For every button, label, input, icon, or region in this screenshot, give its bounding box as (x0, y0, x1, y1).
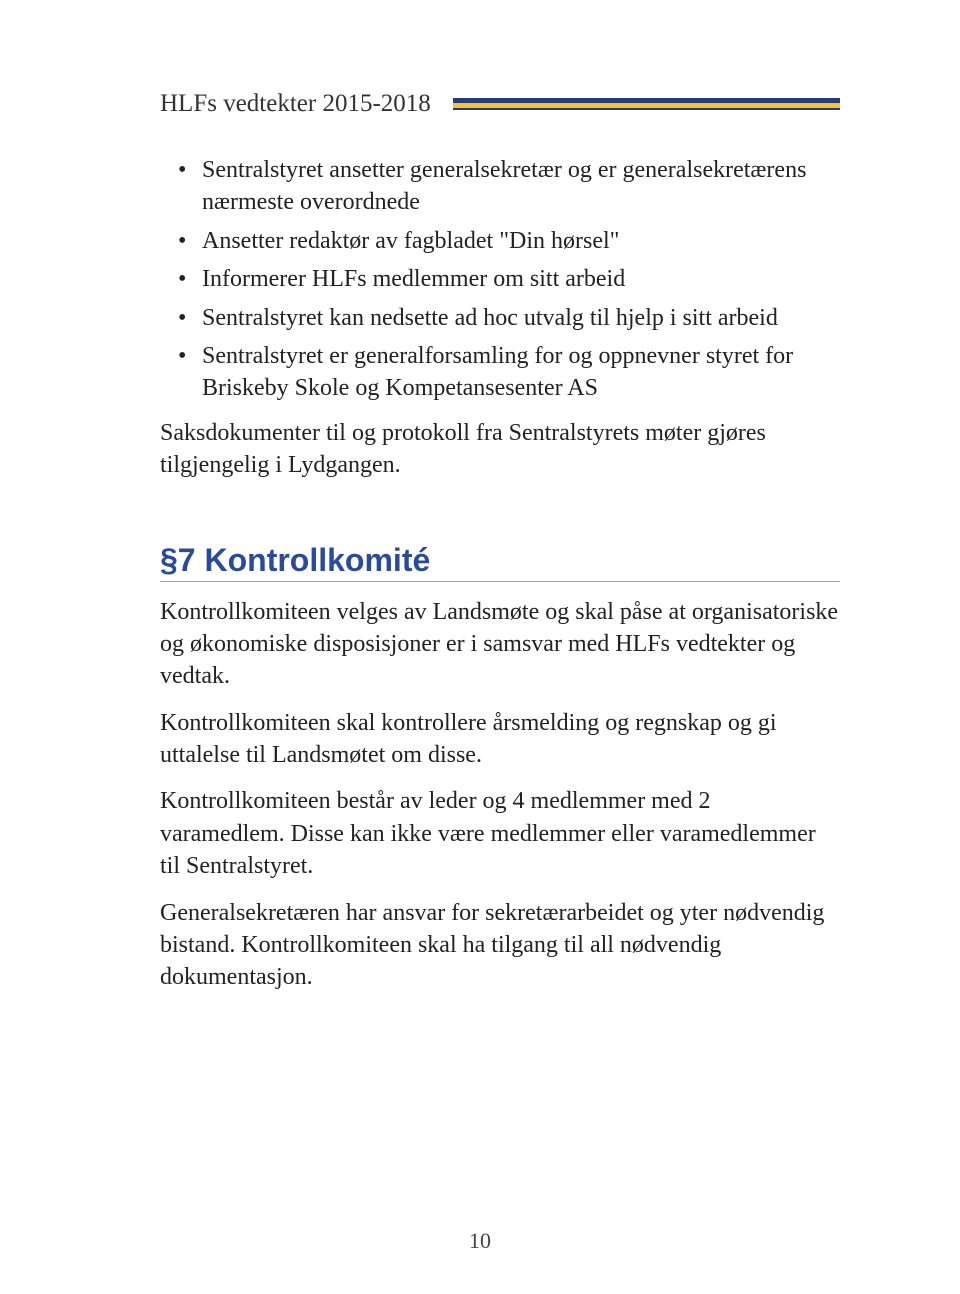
running-header-title: HLFs vedtekter 2015-2018 (160, 90, 431, 118)
header-rule (453, 98, 840, 110)
document-page: HLFs vedtekter 2015-2018 Sentralstyret a… (0, 0, 960, 1294)
page-number: 10 (0, 1228, 960, 1254)
page-header: HLFs vedtekter 2015-2018 (160, 90, 840, 118)
section-paragraph: Kontrollkomiteen velges av Landsmøte og … (160, 596, 840, 693)
rule-stripe-blue-bottom (453, 108, 840, 110)
bullet-item: Sentralstyret kan nedsette ad hoc utvalg… (184, 302, 840, 334)
section-paragraph: Kontrollkomiteen skal kontrollere årsmel… (160, 707, 840, 772)
section-heading-kontrollkomite: §7 Kontrollkomité (160, 542, 840, 582)
bullet-item: Ansetter redaktør av fagbladet "Din hørs… (184, 225, 840, 257)
bullet-item: Informerer HLFs medlemmer om sitt arbeid (184, 263, 840, 295)
bullet-list: Sentralstyret ansetter generalsekretær o… (160, 154, 840, 405)
section-paragraph: Generalsekretæren har ansvar for sekretæ… (160, 897, 840, 994)
bullet-item: Sentralstyret ansetter generalsekretær o… (184, 154, 840, 219)
section-paragraph: Kontrollkomiteen består av leder og 4 me… (160, 785, 840, 882)
bullet-item: Sentralstyret er generalforsamling for o… (184, 340, 840, 405)
paragraph-after-bullets: Saksdokumenter til og protokoll fra Sent… (160, 417, 840, 482)
